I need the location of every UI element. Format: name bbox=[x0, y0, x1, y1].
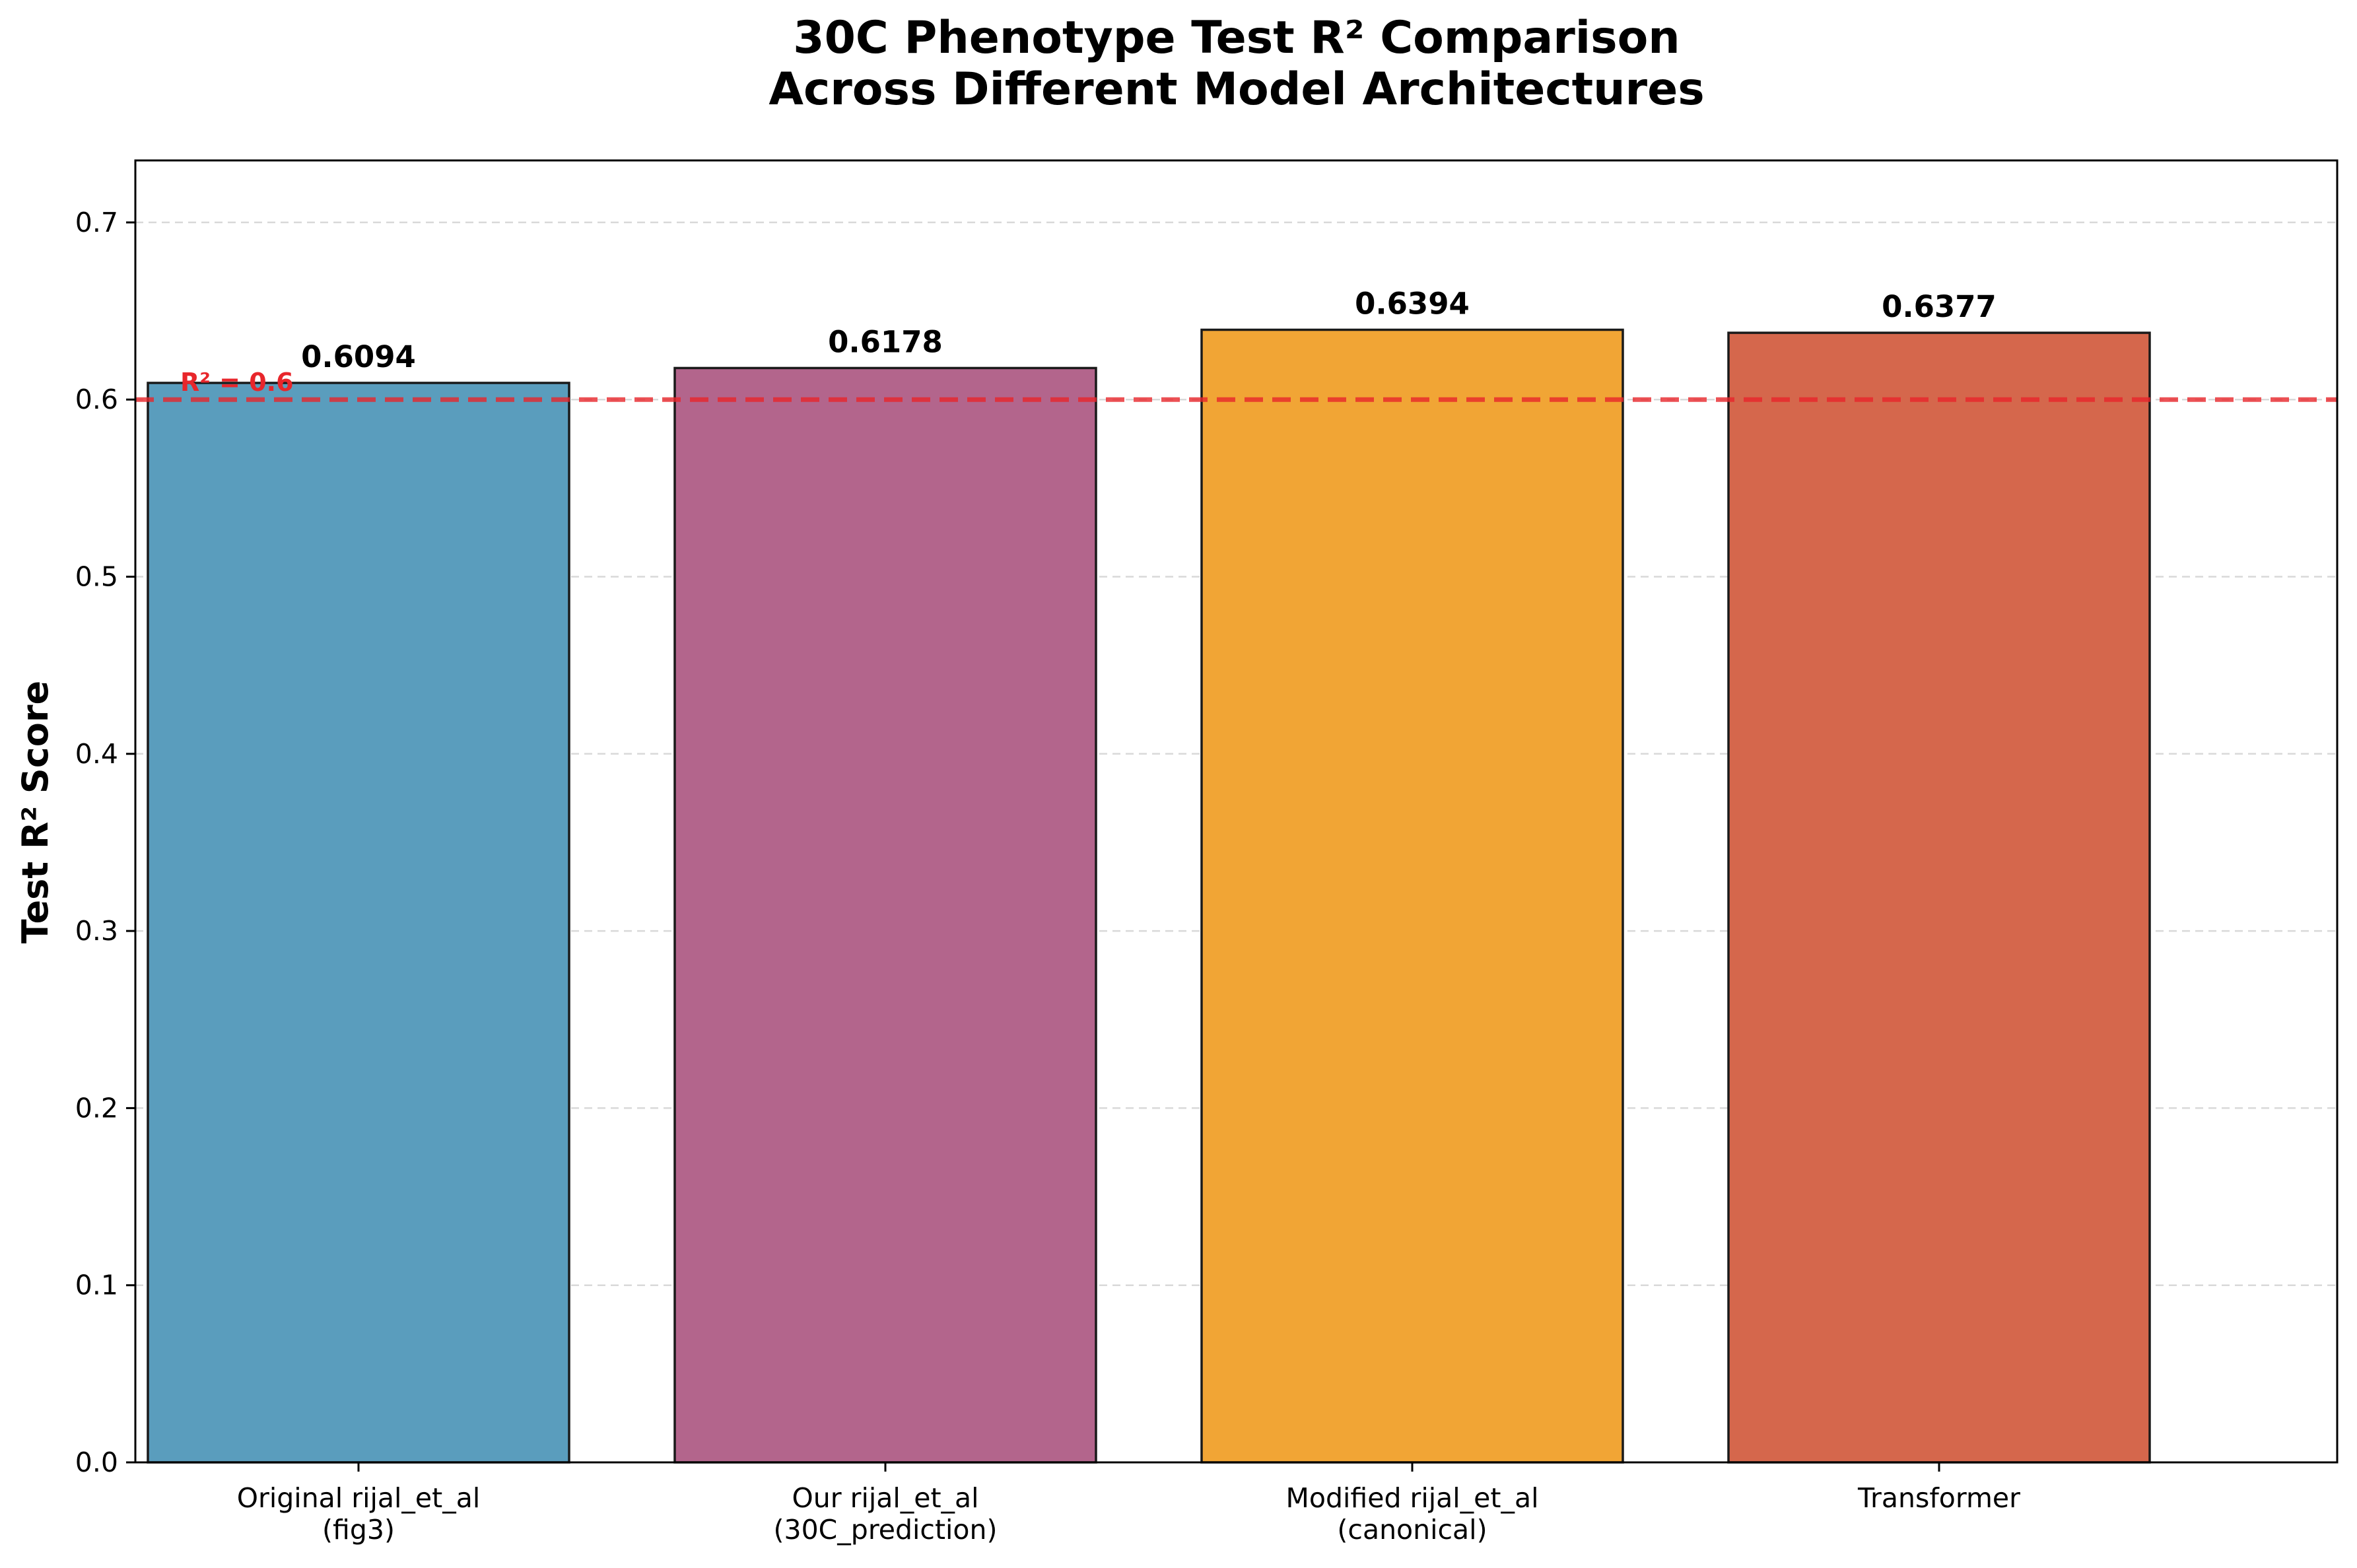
bar bbox=[147, 382, 570, 1464]
reference-line-group: R² = 0.6 bbox=[135, 368, 2337, 402]
bar bbox=[1727, 331, 2151, 1464]
y-tick-label: 0.4 bbox=[75, 738, 118, 770]
bars bbox=[147, 328, 2151, 1464]
y-tick-label: 0.1 bbox=[75, 1270, 118, 1301]
bar-value-label: 0.6377 bbox=[1882, 289, 1997, 324]
value-labels: 0.6094 0.6178 0.6394 0.6377 bbox=[301, 286, 1997, 374]
chart-title-line-2: Across Different Model Architectures bbox=[769, 63, 1704, 116]
bar-value-label: 0.6094 bbox=[301, 339, 416, 374]
y-tick-label: 0.6 bbox=[75, 384, 118, 415]
bar-value-label: 0.6178 bbox=[828, 324, 943, 359]
bar bbox=[1200, 328, 1624, 1464]
reference-line-label: R² = 0.6 bbox=[180, 368, 294, 397]
x-tick-label: (canonical) bbox=[1337, 1514, 1487, 1546]
x-tick-label: Transformer bbox=[1857, 1482, 2020, 1514]
x-tick-label: Modified rijal_et_al bbox=[1286, 1482, 1539, 1514]
x-tick-label: (fig3) bbox=[322, 1514, 395, 1546]
y-axis-label: Test R² Score bbox=[15, 681, 56, 943]
axes: 0.0 0.1 0.2 0.3 0.4 0.5 0.6 0.7 Original rijal_e… bbox=[75, 159, 2339, 1546]
y-tick-label: 0.3 bbox=[75, 915, 118, 947]
y-tick-label: 0.7 bbox=[75, 207, 118, 238]
y-tick-label: 0.2 bbox=[75, 1092, 118, 1124]
x-tick-label: Original rijal_et_al bbox=[237, 1482, 480, 1514]
x-tick-label: (30C_prediction) bbox=[774, 1514, 998, 1546]
chart-title-line-1: 30C Phenotype Test R² Comparison bbox=[793, 12, 1680, 64]
y-tick-label: 0.5 bbox=[75, 561, 118, 593]
x-tick-label: Our rijal_et_al bbox=[792, 1482, 978, 1514]
bar-value-label: 0.6394 bbox=[1355, 286, 1470, 321]
y-tick-label: 0.0 bbox=[75, 1447, 118, 1478]
bar bbox=[673, 366, 1097, 1464]
plot-frame bbox=[134, 159, 2339, 1464]
